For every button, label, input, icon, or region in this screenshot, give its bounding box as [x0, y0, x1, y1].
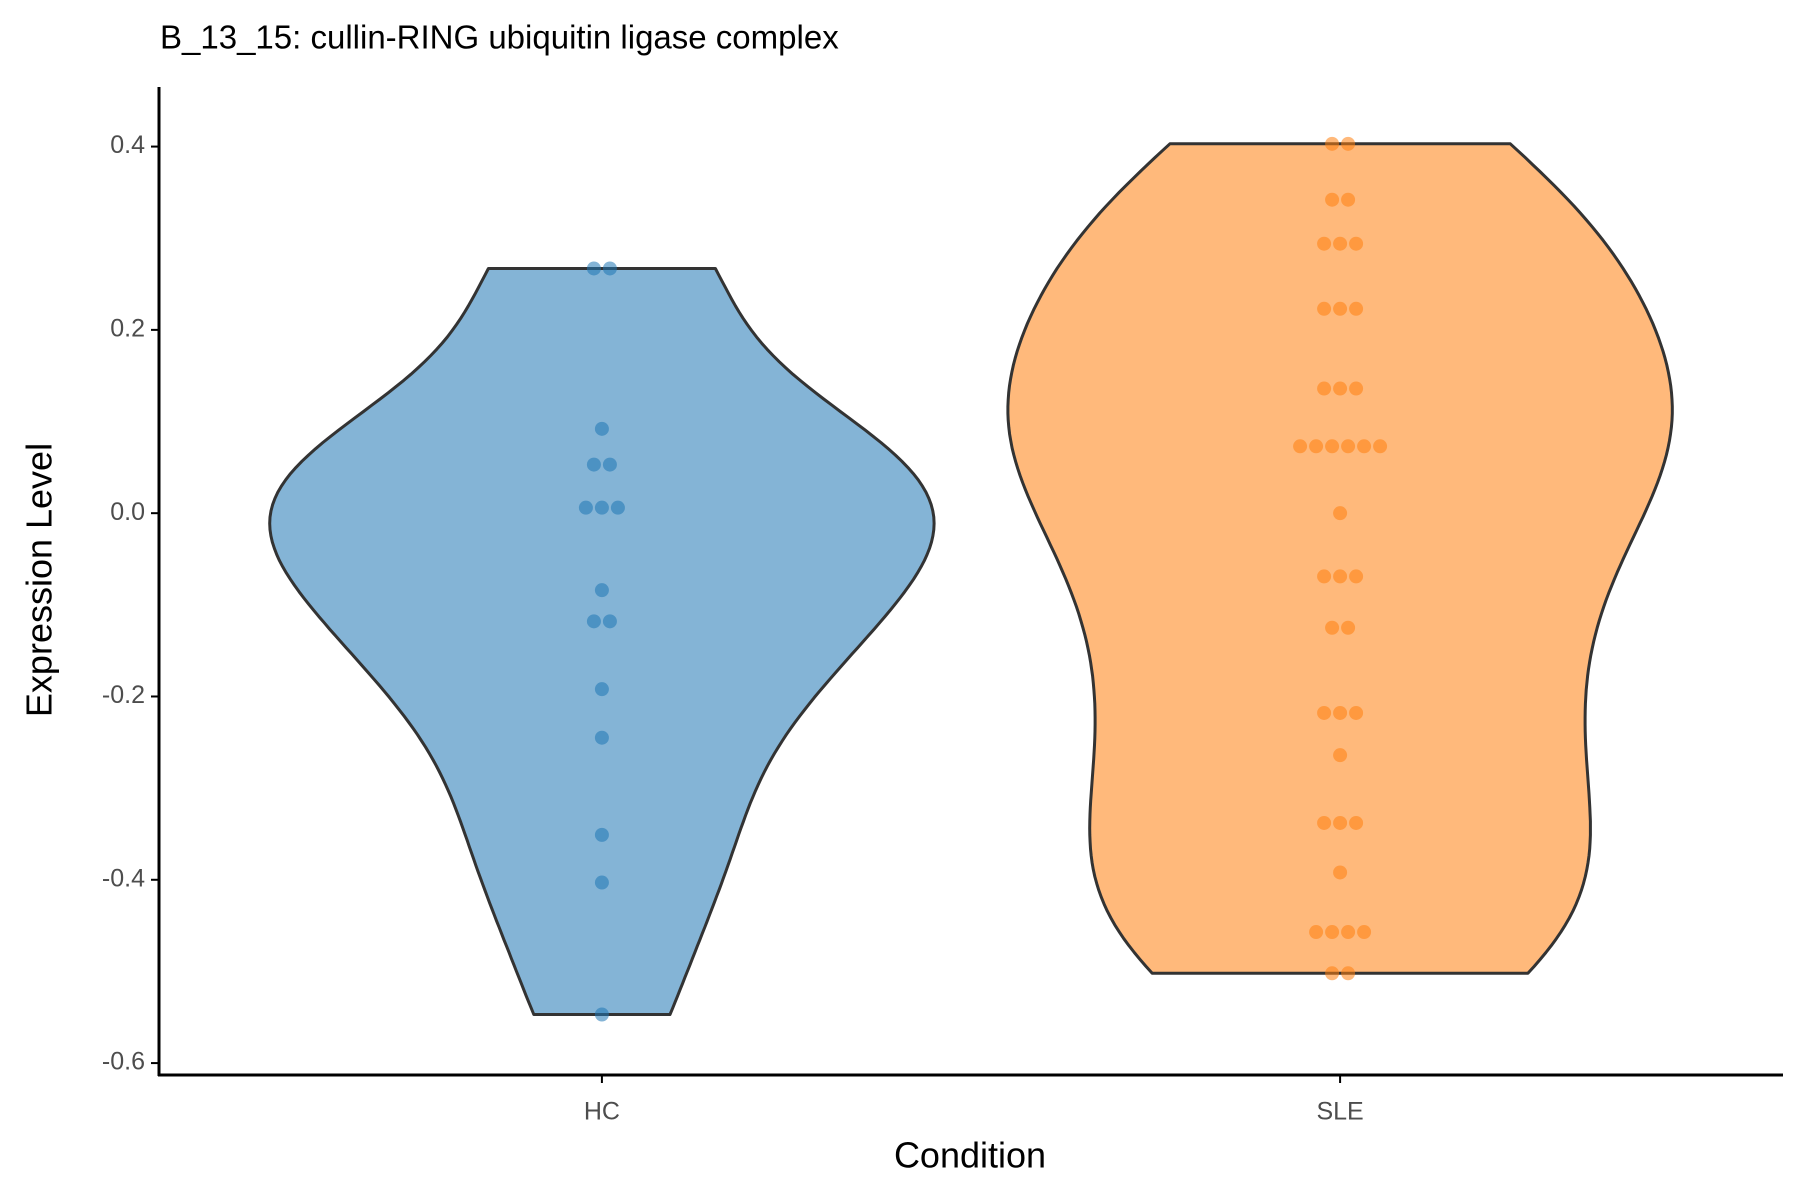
- data-point: [594, 875, 609, 890]
- data-point: [1317, 236, 1332, 251]
- data-point: [1349, 705, 1364, 720]
- data-point: [1317, 815, 1332, 830]
- data-point: [1341, 620, 1356, 635]
- data-point: [1325, 620, 1340, 635]
- data-point: [1341, 925, 1356, 940]
- data-point: [602, 261, 617, 276]
- y-axis-title: Expression Level: [19, 443, 60, 717]
- chart-title: B_13_15: cullin-RING ubiquitin ligase co…: [160, 19, 839, 56]
- data-point: [1309, 439, 1324, 454]
- data-point: [1333, 865, 1348, 880]
- data-point: [594, 421, 609, 436]
- data-point: [1349, 569, 1364, 584]
- data-point: [602, 457, 617, 472]
- data-point: [1357, 439, 1372, 454]
- y-tick-label: 0.2: [110, 314, 145, 342]
- data-point: [1349, 381, 1364, 396]
- data-point: [1317, 381, 1332, 396]
- y-tick-label: 0.4: [110, 131, 145, 159]
- y-tick-label: -0.4: [102, 864, 145, 892]
- y-tick-label: 0.0: [110, 498, 145, 526]
- data-point: [594, 682, 609, 697]
- data-point: [1333, 748, 1348, 763]
- data-point: [1333, 236, 1348, 251]
- data-point: [1373, 439, 1388, 454]
- y-tick-label: -0.2: [102, 681, 145, 709]
- data-point: [1325, 136, 1340, 151]
- data-point: [594, 730, 609, 745]
- data-point: [1333, 301, 1348, 316]
- data-point: [1317, 569, 1332, 584]
- data-point: [594, 583, 609, 598]
- data-point: [1317, 301, 1332, 316]
- data-point: [610, 500, 625, 515]
- data-point: [594, 1007, 609, 1022]
- data-point: [1341, 136, 1356, 151]
- data-point: [1325, 966, 1340, 981]
- violin: [1006, 142, 1674, 975]
- data-point: [1349, 301, 1364, 316]
- x-axis-title: Condition: [894, 1135, 1046, 1176]
- data-point: [602, 614, 617, 629]
- x-tick-label: SLE: [1316, 1098, 1363, 1126]
- y-tick-label: -0.6: [102, 1048, 145, 1076]
- data-point: [586, 457, 601, 472]
- data-point: [1333, 381, 1348, 396]
- data-point: [1333, 506, 1348, 521]
- data-point: [1309, 925, 1324, 940]
- data-point: [1341, 966, 1356, 981]
- data-point: [1325, 439, 1340, 454]
- data-point: [578, 500, 593, 515]
- x-tick-label: HC: [584, 1098, 620, 1126]
- data-point: [594, 827, 609, 842]
- data-point: [586, 614, 601, 629]
- data-point: [1349, 815, 1364, 830]
- data-point: [1317, 705, 1332, 720]
- data-point: [1325, 925, 1340, 940]
- data-point: [1333, 569, 1348, 584]
- data-point: [1341, 439, 1356, 454]
- data-point: [594, 500, 609, 515]
- data-point: [1325, 192, 1340, 207]
- data-point: [1357, 925, 1372, 940]
- violin: [268, 267, 936, 1016]
- data-point: [1333, 705, 1348, 720]
- data-point: [1349, 236, 1364, 251]
- data-point: [1333, 815, 1348, 830]
- data-point: [586, 261, 601, 276]
- data-point: [1341, 192, 1356, 207]
- data-point: [1293, 439, 1308, 454]
